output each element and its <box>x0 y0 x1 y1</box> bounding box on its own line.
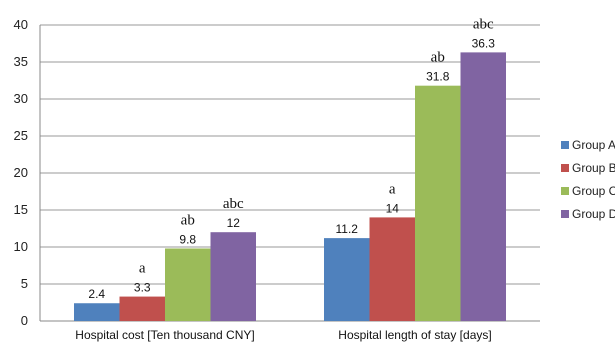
bars: 2.4 3.3 a 9.8 ab 12 abc 11.2 14 a 31.8 ab 36.3 abc <box>74 16 506 322</box>
legend-label: Group B <box>572 161 615 175</box>
legend-swatch <box>561 210 569 218</box>
y-tick-label: 40 <box>14 17 28 32</box>
y-tick-label: 0 <box>21 313 28 328</box>
y-tick-label: 35 <box>14 54 28 69</box>
x-axis: Hospital cost [Ten thousand CNY] Hospital… <box>75 328 491 342</box>
significance-label: a <box>139 261 146 277</box>
significance-label: abc <box>223 196 244 212</box>
bar <box>369 217 415 321</box>
data-label: 9.8 <box>179 232 196 246</box>
data-label: 11.2 <box>336 222 359 236</box>
legend-swatch <box>561 164 569 172</box>
data-label: 36.3 <box>472 36 496 50</box>
y-tick-label: 5 <box>21 276 28 291</box>
bar <box>119 296 165 321</box>
bar <box>460 52 506 321</box>
data-label: 31.8 <box>426 70 450 84</box>
bar <box>210 232 256 321</box>
y-tick-label: 15 <box>14 202 28 217</box>
x-category-label: Hospital cost [Ten thousand CNY] <box>75 328 254 342</box>
legend-label: Group A <box>572 138 615 152</box>
gridlines <box>40 24 540 322</box>
y-tick-label: 30 <box>14 91 28 106</box>
data-label: 12 <box>227 216 241 230</box>
bar <box>415 85 461 322</box>
significance-label: a <box>389 181 396 197</box>
legend-label: Group C <box>572 184 615 198</box>
bar <box>324 238 370 321</box>
y-axis: 0 5 10 15 20 25 30 35 40 <box>14 17 41 328</box>
legend-label: Group D <box>572 207 615 221</box>
y-tick-label: 20 <box>14 165 28 180</box>
data-label: 3.3 <box>134 281 151 295</box>
legend-swatch <box>561 141 569 149</box>
data-label: 14 <box>386 201 400 215</box>
y-tick-label: 25 <box>14 128 28 143</box>
y-tick-label: 10 <box>14 239 28 254</box>
legend-swatch <box>561 187 569 195</box>
significance-label: ab <box>431 50 445 66</box>
x-category-label: Hospital length of stay [days] <box>338 328 491 342</box>
bar <box>165 248 211 321</box>
data-label: 2.4 <box>88 287 105 301</box>
significance-label: abc <box>473 16 494 32</box>
legend: Group A Group B Group C Group D <box>561 138 615 221</box>
significance-label: ab <box>181 212 195 228</box>
bar <box>74 303 120 321</box>
